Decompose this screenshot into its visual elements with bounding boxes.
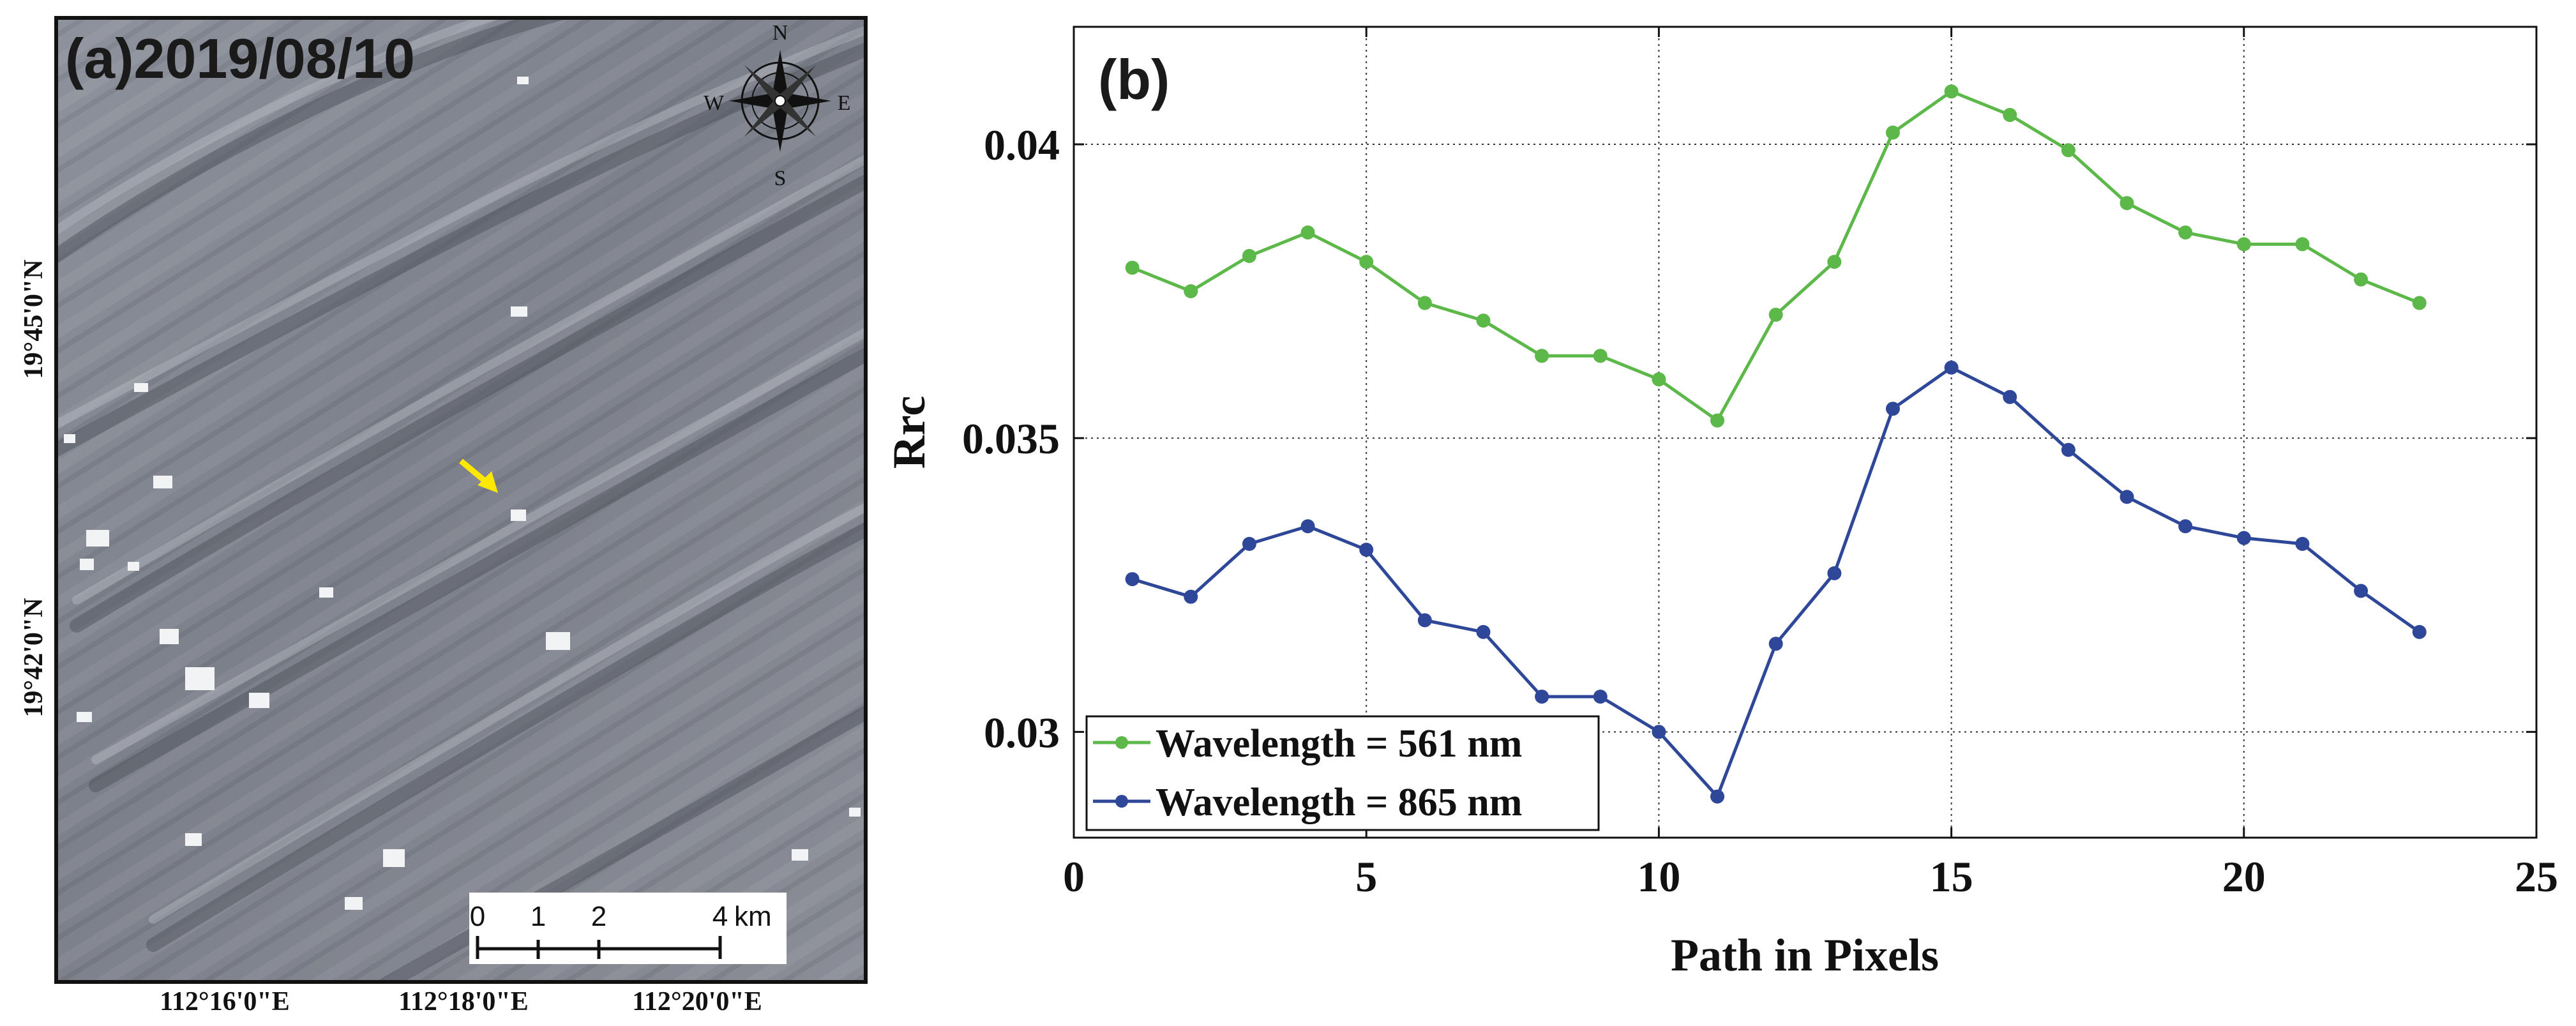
panel-b: 0 5 10 15 20 25 0.03 0.035 0.04 (b) Path in Pixe… <box>884 26 2558 981</box>
data-point-561 <box>2354 272 2369 287</box>
data-point-561 <box>1827 255 1842 269</box>
data-point-561 <box>1535 349 1549 363</box>
data-point-865 <box>1652 725 1666 739</box>
data-point-865 <box>1242 536 1256 551</box>
legend: Wavelength = 561 nm Wavelength = 865 nm <box>1085 715 1600 831</box>
plot-frame <box>1073 26 2538 839</box>
scale-tick-1: 1 <box>531 901 546 932</box>
data-point-561 <box>2061 143 2075 158</box>
data-point-865 <box>2178 519 2193 534</box>
scale-unit: km <box>734 901 772 932</box>
data-point-561 <box>2120 196 2134 211</box>
legend-box <box>1085 715 1600 831</box>
data-point-865 <box>1710 789 1725 804</box>
compass-south-label: S <box>774 167 787 190</box>
data-point-865 <box>2120 490 2134 504</box>
data-point-561 <box>1593 349 1608 363</box>
x-tick-label: 25 <box>2515 852 2558 901</box>
data-point-865 <box>1359 543 1374 557</box>
x-tick-label: 0 <box>1063 852 1085 901</box>
data-point-865 <box>2003 389 2017 404</box>
x-tick-label: 10 <box>1637 852 1680 901</box>
data-point-561 <box>2412 296 2427 310</box>
x-tick-label: 15 <box>1930 852 1973 901</box>
scale-tick-4: 4 <box>712 901 728 932</box>
legend-marker-865 <box>1115 795 1128 808</box>
compass-west-label: W <box>704 91 725 115</box>
marker-arrow-icon <box>459 458 498 493</box>
legend-marker-561 <box>1115 736 1128 749</box>
lat-label-2: 19°42'0"N <box>19 598 49 717</box>
map-frame <box>54 16 868 984</box>
scale-tick-2: 2 <box>591 901 606 932</box>
data-point-561 <box>1242 248 1256 263</box>
data-point-561 <box>1885 125 1900 140</box>
y-tick-label: 0.03 <box>984 708 1060 757</box>
data-point-865 <box>1535 690 1549 704</box>
data-point-865 <box>2354 584 2369 598</box>
data-point-865 <box>1125 572 1140 587</box>
lon-label-2: 112°18'0"E <box>398 987 528 1016</box>
data-point-561 <box>2003 108 2017 123</box>
series-layer <box>1125 84 2427 804</box>
data-point-561 <box>1359 255 1374 269</box>
data-point-561 <box>2295 237 2310 252</box>
axis-ticks: 0 5 10 15 20 25 0.03 0.035 0.04 <box>962 27 2558 901</box>
data-point-561 <box>1652 372 1666 387</box>
lon-label-1: 112°16'0"E <box>160 987 289 1016</box>
data-point-865 <box>1184 589 1198 604</box>
data-point-865 <box>2061 442 2075 457</box>
compass-east-label: E <box>838 91 851 115</box>
panel-a-label: (a)2019/08/10 <box>65 27 415 90</box>
data-point-561 <box>2236 237 2251 252</box>
data-point-865 <box>2236 531 2251 545</box>
panel-a: (a)2019/08/10 N S E W 0 1 2 4 km <box>19 16 868 1016</box>
data-point-561 <box>1476 313 1491 328</box>
data-point-561 <box>1417 296 1432 310</box>
lat-label-1: 19°45'0"N <box>19 259 49 379</box>
y-tick-label: 0.04 <box>984 121 1060 169</box>
x-tick-label: 5 <box>1355 852 1377 901</box>
data-point-561 <box>1710 413 1725 428</box>
data-point-865 <box>1885 402 1900 416</box>
data-point-865 <box>2295 536 2310 551</box>
sand-wave-crests <box>56 18 866 924</box>
compass-north-label: N <box>772 21 788 45</box>
bright-patches <box>64 77 861 910</box>
panel-b-label: (b) <box>1098 48 1170 111</box>
y-tick-label: 0.035 <box>962 414 1060 463</box>
data-point-865 <box>1944 360 1959 375</box>
legend-label-561: Wavelength = 561 nm <box>1156 722 1522 766</box>
data-point-865 <box>1300 519 1315 534</box>
scale-tick-0: 0 <box>470 901 485 932</box>
lon-label-3: 112°20'0"E <box>632 987 762 1016</box>
data-point-865 <box>1768 637 1783 651</box>
x-tick-label: 20 <box>2222 852 2266 901</box>
scale-bar: 0 1 2 4 km <box>469 893 787 964</box>
satellite-image <box>56 18 866 982</box>
data-point-561 <box>1768 307 1783 322</box>
data-point-561 <box>1300 225 1315 240</box>
data-point-865 <box>2412 624 2427 639</box>
data-point-865 <box>1827 566 1842 580</box>
x-axis-label: Path in Pixels <box>1671 930 1939 981</box>
grid-lines <box>1074 27 2536 838</box>
data-point-865 <box>1593 690 1608 704</box>
series-line-561 <box>1131 89 2420 423</box>
y-axis-label: Rrc <box>884 396 935 469</box>
data-point-561 <box>1125 260 1140 275</box>
legend-label-865: Wavelength = 865 nm <box>1156 781 1522 824</box>
data-point-865 <box>1476 624 1491 639</box>
data-point-561 <box>2178 225 2193 240</box>
data-point-865 <box>1417 613 1432 628</box>
data-point-561 <box>1184 284 1198 299</box>
compass-rose-icon <box>729 50 831 152</box>
data-point-561 <box>1944 84 1959 99</box>
